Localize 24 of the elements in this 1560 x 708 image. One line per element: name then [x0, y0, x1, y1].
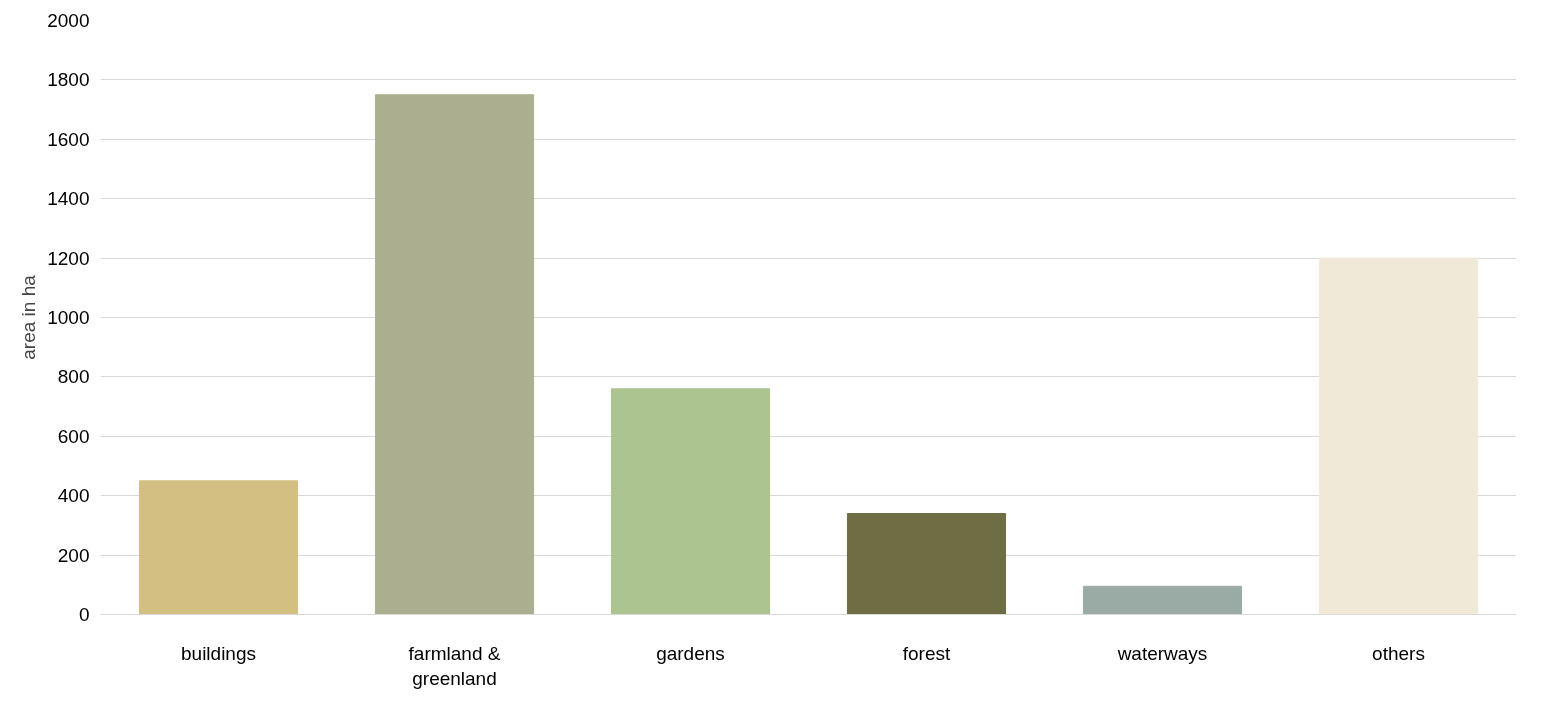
- y-tick-label: 1600: [47, 128, 90, 150]
- y-tick-label: 1000: [47, 307, 90, 328]
- y-tick-label: 0: [78, 604, 90, 625]
- x-tick-label: waterways: [1116, 642, 1208, 664]
- bar: [1082, 585, 1243, 615]
- bar: [610, 388, 771, 615]
- bar: [846, 513, 1007, 615]
- y-tick-label: 200: [57, 544, 90, 566]
- y-tick-label: 1200: [47, 247, 90, 269]
- y-axis-title: area in ha: [18, 274, 40, 360]
- y-tick-label: 400: [57, 485, 90, 507]
- x-tick-label: others: [1372, 642, 1425, 664]
- bar: [138, 480, 299, 615]
- x-tick-label: farmland & greenland: [408, 642, 501, 689]
- x-tick-label: gardens: [656, 642, 725, 664]
- y-tick-label: 800: [57, 366, 90, 388]
- y-tick-label: 1400: [47, 188, 90, 210]
- x-tick-label: forest: [902, 642, 951, 664]
- y-tick-label: 2000: [47, 10, 90, 31]
- bar: [374, 94, 535, 615]
- x-tick-label: buildings: [181, 642, 256, 664]
- y-tick-label: 600: [57, 425, 90, 447]
- y-tick-label: 1800: [47, 69, 90, 91]
- bar: [1318, 257, 1479, 615]
